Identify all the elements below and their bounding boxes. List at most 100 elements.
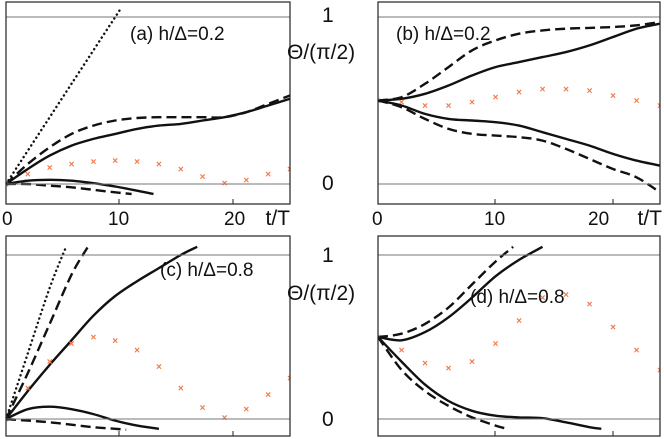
panel-a: ××× × × × × × ××× ×× × (a) h/Δ=0.2 0 10 20 xyxy=(2,1,293,230)
panel-c-marker-series: ××××× ××××××××× xyxy=(6,333,293,426)
panel-c-marker-3: × xyxy=(69,339,75,350)
ytick-bottom-0: 0 xyxy=(322,408,334,431)
panel-b-solid-curve-1 xyxy=(378,22,660,102)
panel-c-solid-curve-2 xyxy=(6,245,198,420)
xlabel-top-right: t/T xyxy=(638,207,663,230)
panel-c-marker-1: × xyxy=(25,383,31,394)
panel-b-xtick-20: 20 xyxy=(588,209,609,230)
panel-d-solid-curve-4 xyxy=(378,336,602,430)
panel-b-dashed-curve-0 xyxy=(378,20,660,102)
panel-d-dashed-curve-0 xyxy=(378,245,514,339)
panel-c-marker-12: × xyxy=(265,390,271,401)
panel-d-marker-5: × xyxy=(493,339,499,350)
panel-d-xticks xyxy=(494,431,614,436)
panel-c-marker-8: × xyxy=(178,383,184,394)
panel-a-marker-13: × xyxy=(287,165,293,176)
panel-c-xticks xyxy=(118,431,234,436)
panel-b-xtick-10: 10 xyxy=(484,209,505,230)
panel-c-frame xyxy=(5,235,291,437)
panel-c-label: (c) h/Δ=0.8 xyxy=(160,260,253,281)
panel-c-dashed-curve-5 xyxy=(6,417,127,431)
panel-a-frame xyxy=(5,1,291,205)
panel-d-marker-3: × xyxy=(446,364,452,375)
panel-d-marker-10: × xyxy=(610,323,616,334)
panel-b-marker-3: × xyxy=(446,101,452,112)
panel-c-series: ××××× ××××××××× xyxy=(6,245,293,431)
panel-b-marker-series: × × × × × × × × × × × × × xyxy=(378,84,663,112)
panel-a-marker-12: × xyxy=(265,170,271,181)
panel-b: × × × × × × × × × × × × × (b) h/Δ=0.2 0 10 20 xyxy=(372,1,663,230)
panel-a-xticks xyxy=(118,199,234,204)
panel-a-solid-curve-2 xyxy=(6,97,290,185)
panel-d-dashed-curve-3 xyxy=(378,336,508,430)
panel-d-solid-curve-1 xyxy=(378,245,544,342)
panel-b-marker-1: × xyxy=(399,98,405,109)
panel-c-marker-11: × xyxy=(243,405,249,416)
panel-d-marker-9: × xyxy=(587,300,593,311)
panel-c-dashed-curve-1 xyxy=(6,246,89,420)
panel-a-xtick-10: 10 xyxy=(108,209,129,230)
panel-c-solid-curve-4 xyxy=(6,405,160,430)
panel-b-marker-5: × xyxy=(493,93,499,104)
panel-a-marker-1: × xyxy=(25,170,31,181)
panel-b-dashed-curve-4 xyxy=(378,99,660,194)
panel-b-marker-9: × xyxy=(587,86,593,97)
ytick-top-1: 1 xyxy=(322,4,334,27)
panel-c-marker-9: × xyxy=(200,403,206,414)
panel-b-marker-6: × xyxy=(516,88,522,99)
ylabel-bottom: Θ/(π/2) xyxy=(287,282,355,305)
panel-b-marker-2: × xyxy=(422,101,428,112)
panel-a-marker-9: × xyxy=(200,172,206,183)
panel-b-xticks xyxy=(494,199,614,204)
panel-d-marker-6: × xyxy=(516,316,522,327)
ytick-bottom-1: 1 xyxy=(322,244,334,267)
panel-a-marker-6: × xyxy=(134,157,140,168)
panel-c-dotted-curve-0 xyxy=(6,245,68,421)
panel-a-xtick-0: 0 xyxy=(2,209,13,230)
panel-b-marker-4: × xyxy=(469,98,475,109)
panel-d-marker-4: × xyxy=(469,357,475,368)
xlabel-top-left: t/T xyxy=(266,207,291,230)
panel-d-marker-8: × xyxy=(563,290,569,301)
ytick-top-0: 0 xyxy=(322,172,334,195)
panel-b-marker-12: × xyxy=(657,101,663,112)
panel-c-marker-5: × xyxy=(112,336,118,347)
panel-a-xtick-20: 20 xyxy=(224,209,245,230)
panel-a-dotted-curve-0 xyxy=(6,7,122,186)
panel-d-marker-7: × xyxy=(540,293,546,304)
panel-b-label: (b) h/Δ=0.2 xyxy=(396,24,491,45)
panel-b-marker-10: × xyxy=(610,91,616,102)
panel-c-marker-4: × xyxy=(90,333,96,344)
panel-b-frame xyxy=(377,1,661,205)
panel-b-marker-7: × xyxy=(540,84,546,95)
panel-a-marker-5: × xyxy=(112,156,118,167)
ylabel-top: Θ/(π/2) xyxy=(287,41,355,64)
panel-c-marker-10: × xyxy=(222,413,228,424)
panel-d-marker-11: × xyxy=(634,346,640,357)
panel-b-marker-8: × xyxy=(563,84,569,95)
panel-b-series: × × × × × × × × × × × × × xyxy=(378,20,663,194)
panel-c-marker-13: × xyxy=(287,374,293,385)
panel-c-marker-2: × xyxy=(47,357,53,368)
panel-b-marker-11: × xyxy=(634,96,640,107)
panel-a-label: (a) h/Δ=0.2 xyxy=(130,24,225,45)
panel-a-marker-3: × xyxy=(69,160,75,171)
panel-d-marker-series: ××× ××××× ××××× xyxy=(378,290,663,376)
panel-c-marker-6: × xyxy=(134,346,140,357)
panel-c-marker-7: × xyxy=(156,362,162,373)
panel-a-marker-7: × xyxy=(156,160,162,171)
panel-d-marker-12: × xyxy=(657,365,663,376)
panel-a-marker-series: ××× × × × × × ××× ×× × xyxy=(6,156,293,190)
panel-b-xtick-0: 0 xyxy=(372,209,383,230)
panel-d-marker-2: × xyxy=(422,359,428,370)
panel-d-frame xyxy=(377,235,661,437)
panel-d-marker-1: × xyxy=(399,346,405,357)
panel-d: ××× ××××× ××××× (d) h/Δ=0.8 xyxy=(377,235,663,437)
panel-a-marker-11: × xyxy=(243,175,249,186)
panel-a-marker-4: × xyxy=(90,157,96,168)
panel-b-solid-curve-3 xyxy=(378,99,660,167)
panel-a-marker-8: × xyxy=(178,165,184,176)
panel-d-series: ××× ××××× ××××× xyxy=(378,245,663,430)
panel-d-label: (d) h/Δ=0.8 xyxy=(470,287,565,308)
